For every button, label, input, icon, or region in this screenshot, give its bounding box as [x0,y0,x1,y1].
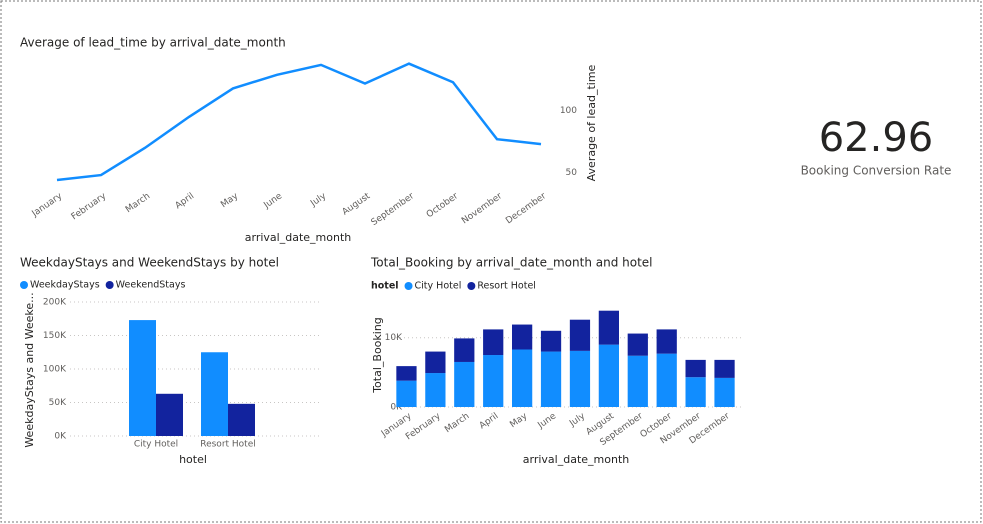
bar [201,352,228,436]
legend-marker [20,281,28,289]
x-axis-title: arrival_date_month [523,453,629,466]
bar-segment [425,351,446,374]
bar-segment [396,380,417,407]
y-axis-title: WeekdayStays and Weeke... [23,292,36,447]
legend-marker [404,282,413,290]
x-tick-label: January [30,191,65,220]
bar-segment [540,330,562,352]
bar-segment [483,329,504,356]
bar-segment [454,361,475,407]
x-tick-label: September [370,191,417,228]
x-tick-label: April [174,191,197,211]
x-tick-label: October [425,191,460,220]
bar [228,403,255,436]
legend-title: hotel [371,281,399,292]
y-tick-label: 200K [43,298,67,308]
y-tick-label: 50K [49,398,67,408]
x-tick-label: November [460,191,504,226]
x-tick-label: Resort Hotel [200,440,256,450]
bar-segment [454,338,475,362]
x-tick-label: June [536,411,559,431]
x-axis-title: hotel [179,453,207,466]
card-label: Booking Conversion Rate [801,164,952,178]
y-tick-label: 0K [54,432,67,442]
chart-title: Average of lead_time by arrival_date_mon… [20,36,286,50]
bar-segment [685,377,706,407]
x-tick-label: August [341,191,373,218]
x-tick-label: March [124,191,152,215]
bar [129,320,156,436]
bar [156,393,183,436]
bar-segment [598,344,619,407]
x-tick-label: June [262,191,285,211]
bar-segment [512,349,533,407]
x-tick-label: July [308,191,328,209]
bar-segment [714,359,735,378]
y-tick-label: 50 [566,168,578,178]
bar-segment [656,329,677,354]
y-tick-label: 100 [560,106,577,116]
x-tick-label: April [478,411,501,431]
x-tick-label: City Hotel [134,440,178,450]
legend-label: WeekdayStays [30,280,100,291]
x-tick-label: May [508,411,530,430]
card-value: 62.96 [819,115,934,161]
bar-segment [627,355,648,407]
y-tick-label: 100K [43,365,67,375]
y-tick-label: 150K [43,331,67,341]
x-axis-title: arrival_date_month [245,231,351,244]
x-tick-label: July [567,411,587,429]
x-tick-label: May [219,191,241,210]
bar-segment [598,310,619,345]
bar-segment [483,355,504,407]
bar-segment [512,324,533,350]
bar-segment [627,333,648,356]
legend-label: City Hotel [415,281,462,292]
bar-segment [714,377,735,407]
bar-segment [540,351,562,407]
legend-marker [105,281,114,289]
bar-segment [396,366,417,381]
bar-segment [685,359,706,378]
y-axis-title: Average of lead_time [585,64,598,181]
legend-label: Resort Hotel [477,281,536,292]
y-tick-label: 10K [385,333,403,343]
line [56,62,542,182]
chart-title: Total_Booking by arrival_date_month and … [370,256,653,270]
x-tick-label: December [504,191,548,226]
x-tick-label: February [70,191,109,222]
x-tick-label: March [443,411,471,435]
bar-segment [425,373,446,407]
legend-marker [467,282,476,290]
bar-segment [656,353,677,407]
bar-segment [569,350,591,407]
bar-segment [569,319,591,351]
legend-label: WeekendStays [116,280,186,291]
y-axis-title: Total_Booking [371,317,384,394]
chart-title: WeekdayStays and WeekendStays by hotel [20,256,279,270]
